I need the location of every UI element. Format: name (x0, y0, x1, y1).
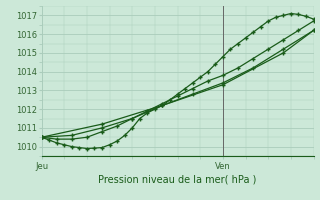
X-axis label: Pression niveau de la mer( hPa ): Pression niveau de la mer( hPa ) (99, 175, 257, 185)
